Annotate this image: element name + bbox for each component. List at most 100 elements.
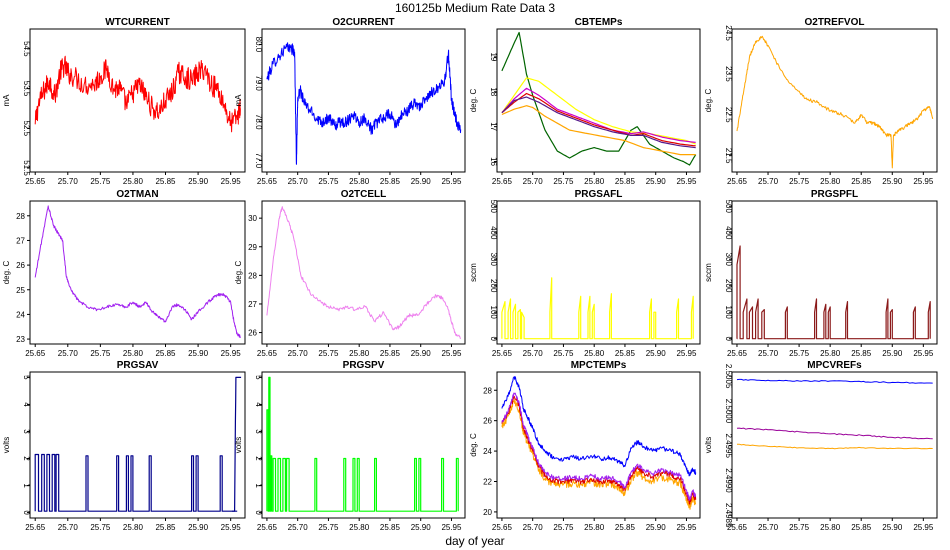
y-tick-label: 28 <box>483 386 492 395</box>
x-tick-label: 25.90 <box>411 349 432 358</box>
y-tick-label: 19 <box>489 52 498 61</box>
x-tick-label: 25.65 <box>257 349 278 358</box>
y-tick-label: 0 <box>22 510 31 515</box>
plot-frame <box>731 200 938 345</box>
plot-frame <box>261 371 466 519</box>
y-axis-label: deg. C <box>469 433 478 457</box>
x-tick-label: 25.85 <box>851 523 872 532</box>
y-tick-label: 2.4985 <box>724 503 733 528</box>
x-tick-label: 25.70 <box>523 177 544 186</box>
x-tick-label: 25.90 <box>646 177 667 186</box>
y-tick-label: 16 <box>489 157 498 166</box>
y-axis-label: mA <box>234 94 243 107</box>
y-axis-label: mA <box>2 94 11 107</box>
x-tick-label: 25.80 <box>820 349 841 358</box>
y-tick-label: 2.5005 <box>724 364 733 389</box>
y-axis-label: sccm <box>704 263 713 282</box>
x-tick-label: 25.80 <box>123 523 144 532</box>
y-tick-label: 5 <box>22 375 31 380</box>
y-tick-label: 52.5 <box>22 121 31 137</box>
plot-frame <box>29 200 246 345</box>
y-tick-label: 27 <box>16 236 25 245</box>
x-tick-label: 25.70 <box>758 177 779 186</box>
x-tick-label: 25.75 <box>90 523 111 532</box>
y-tick-label: 2 <box>254 456 263 461</box>
x-tick-label: 25.90 <box>188 349 209 358</box>
x-tick-label: 25.65 <box>25 177 46 186</box>
x-tick-label: 25.95 <box>913 523 934 532</box>
x-tick-label: 25.70 <box>288 349 309 358</box>
panel-title: PRGSAV <box>117 360 159 371</box>
x-tick-label: 25.95 <box>676 177 697 186</box>
x-tick-label: 25.65 <box>257 177 278 186</box>
y-tick-label: 500 <box>489 200 498 214</box>
panel-title: O2TREFVOL <box>804 17 864 28</box>
y-tick-label: 0 <box>254 510 263 515</box>
x-tick-label: 25.65 <box>492 349 513 358</box>
y-tick-label: 51.5 <box>22 160 31 176</box>
x-tick-label: 25.80 <box>123 177 144 186</box>
series-line-green <box>501 31 697 166</box>
y-tick-label: 300 <box>724 253 733 267</box>
x-tick-label: 25.90 <box>188 177 209 186</box>
series-line-purple <box>501 392 697 501</box>
panel-title: PRGSPV <box>343 360 385 371</box>
series-line-prgsav-end <box>231 376 242 512</box>
series-line-blue <box>736 378 933 384</box>
series-line-blue <box>501 376 697 477</box>
x-tick-label: 25.85 <box>380 177 401 186</box>
x-tick-label: 25.90 <box>411 177 432 186</box>
x-tick-label: 25.95 <box>221 349 242 358</box>
x-tick-label: 25.65 <box>727 177 748 186</box>
x-tick-label: 25.80 <box>584 177 605 186</box>
x-tick-label: 25.75 <box>553 177 574 186</box>
x-tick-label: 25.80 <box>584 349 605 358</box>
series-line-orange <box>501 398 697 510</box>
x-tick-label: 25.75 <box>318 523 339 532</box>
y-tick-label: 300 <box>489 253 498 267</box>
y-tick-label: 23.5 <box>724 66 733 82</box>
y-tick-label: 1 <box>22 483 31 488</box>
panel-title: O2TCELL <box>341 189 387 200</box>
x-tick-label: 25.75 <box>90 349 111 358</box>
x-tick-label: 25.85 <box>155 349 176 358</box>
y-tick-label: 2.4990 <box>724 468 733 493</box>
y-tick-label: 22.5 <box>724 107 733 123</box>
series-line-red <box>501 92 696 147</box>
y-axis-label: volts <box>704 437 713 453</box>
figure-title: 160125b Medium Rate Data 3 <box>395 1 555 15</box>
x-tick-label: 25.70 <box>523 523 544 532</box>
x-tick-label: 25.80 <box>123 349 144 358</box>
y-tick-label: 24 <box>16 310 25 319</box>
y-tick-label: 100 <box>489 306 498 320</box>
x-tick-label: 25.70 <box>58 523 79 532</box>
plot-frame <box>496 371 701 519</box>
y-tick-label: 28 <box>248 271 257 280</box>
x-tick-label: 25.85 <box>380 523 401 532</box>
y-tick-label: 3 <box>22 429 31 434</box>
x-tick-label: 25.95 <box>676 523 697 532</box>
panel-title: WTCURRENT <box>105 17 169 28</box>
x-tick-label: 25.70 <box>758 349 779 358</box>
x-tick-label: 25.90 <box>646 349 667 358</box>
series-line-yellow <box>501 77 696 145</box>
y-tick-label: 200 <box>489 279 498 293</box>
y-axis-label: volts <box>234 437 243 453</box>
y-tick-label: 3 <box>254 429 263 434</box>
y-tick-label: 26 <box>16 261 25 270</box>
x-tick-label: 25.85 <box>155 523 176 532</box>
y-tick-label: 26 <box>483 417 492 426</box>
x-tick-label: 25.75 <box>553 523 574 532</box>
panel-title: PRGSAFL <box>575 189 623 200</box>
y-tick-label: 400 <box>489 226 498 240</box>
x-tick-label: 25.75 <box>553 349 574 358</box>
x-tick-label: 25.70 <box>288 523 309 532</box>
x-tick-label: 25.95 <box>221 523 242 532</box>
x-tick-label: 25.85 <box>851 177 872 186</box>
y-tick-label: 500 <box>724 200 733 214</box>
panel-title: MPCTEMPs <box>571 360 627 371</box>
series-line-o2current <box>266 42 462 165</box>
y-tick-label: 23 <box>16 335 25 344</box>
y-tick-label: 100 <box>724 306 733 320</box>
panel-title: O2CURRENT <box>332 17 394 28</box>
